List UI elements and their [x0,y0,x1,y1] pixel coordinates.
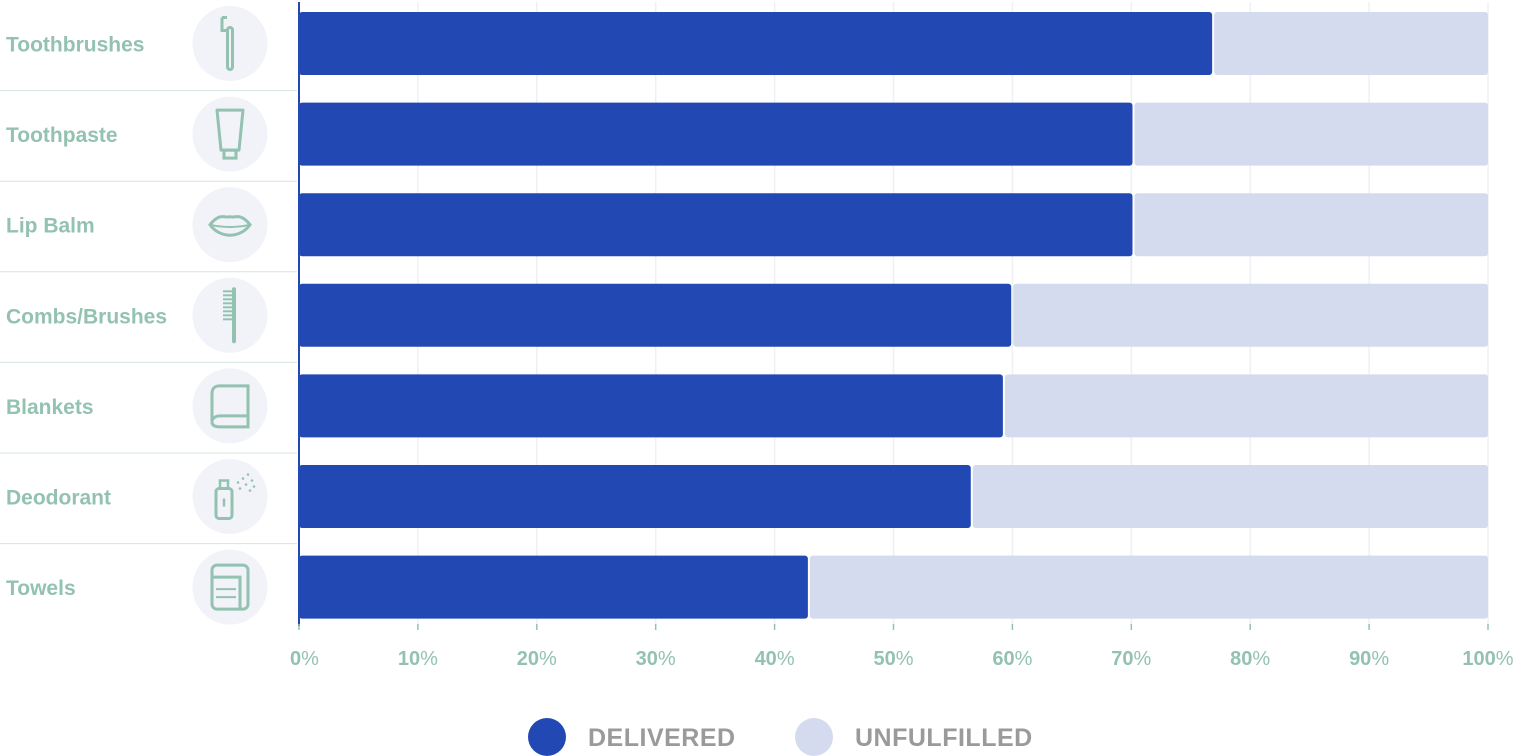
bar-unfulfilled-lip-balm [1134,193,1488,257]
bar-unfulfilled-deodorant [972,465,1488,528]
row-separators [0,90,297,545]
x-axis: 0% 10% 20% 30% 40% 50% 60% 70% 80% 90% 100% [290,2,1514,670]
category-label: Toothpaste [6,124,118,147]
x-tick-label: 60% [992,648,1032,670]
x-tick-label: 50% [873,648,913,670]
blanket-icon-badge [192,368,268,444]
toothpaste-icon [215,108,245,160]
toothbrush-icon [220,16,234,71]
icon-background [192,459,268,534]
blanket-icon [210,384,250,429]
lips-icon [208,215,252,237]
category-label: Towels [6,577,76,600]
towel-icon [210,563,250,611]
x-tick-label: 90% [1349,648,1389,670]
category-label: Toothbrushes [6,34,144,57]
bar-delivered-blankets [299,374,1003,438]
toothpaste-icon-badge [192,96,268,172]
legend-label: DELIVERED [588,724,736,752]
deodorant-icon-badge [192,459,268,534]
legend-swatch [795,718,833,756]
bar-delivered-towels [299,555,808,619]
legend: DELIVERED UNFULFILLED [528,718,1033,756]
icon-background [192,368,268,444]
bar-delivered-lip-balm [299,193,1133,257]
category-label: Blankets [6,396,94,419]
x-tick-label: 80% [1230,648,1270,670]
deodorant-icon [214,473,256,520]
bar-unfulfilled-blankets [1004,374,1488,438]
bar-unfulfilled-towels [809,555,1488,619]
legend-swatch [528,718,566,756]
x-tick-label: 100% [1462,648,1513,670]
bar-delivered-toothpaste [299,102,1133,166]
legend-item-delivered: DELIVERED [528,718,736,756]
towel-icon-badge [192,549,268,625]
x-tick-label: 70% [1111,648,1151,670]
x-tick-label: 40% [755,648,795,670]
category-icons [192,6,268,625]
bar-delivered-toothbrushes [299,12,1213,75]
bar-unfulfilled-toothpaste [1134,102,1488,166]
comb-icon-badge [192,277,268,353]
icon-background [192,549,268,625]
category-labels: Toothbrushes Toothpaste Lip Balm Combs/Brus… [6,34,167,601]
bars [299,12,1488,619]
x-tick-label: 20% [517,648,557,670]
bar-unfulfilled-combs-brushes [1013,283,1488,347]
bar-delivered-combs-brushes [299,283,1012,347]
icon-background [192,187,268,263]
x-tick-label: 30% [636,648,676,670]
bar-delivered-deodorant [299,465,971,528]
legend-item-unfulfilled: UNFULFILLED [795,718,1033,756]
icon-background [192,6,268,81]
icon-background [192,96,268,172]
lips-icon-badge [192,187,268,263]
category-label: Combs/Brushes [6,305,167,328]
legend-label: UNFULFILLED [855,724,1033,752]
x-tick-label: 10% [398,648,438,670]
x-tick-label: 0% [290,648,319,670]
toothbrush-icon-badge [192,6,268,81]
category-label: Lip Balm [6,215,95,238]
bar-unfulfilled-toothbrushes [1214,12,1488,75]
category-label: Deodorant [6,487,111,510]
comb-icon [223,287,236,344]
